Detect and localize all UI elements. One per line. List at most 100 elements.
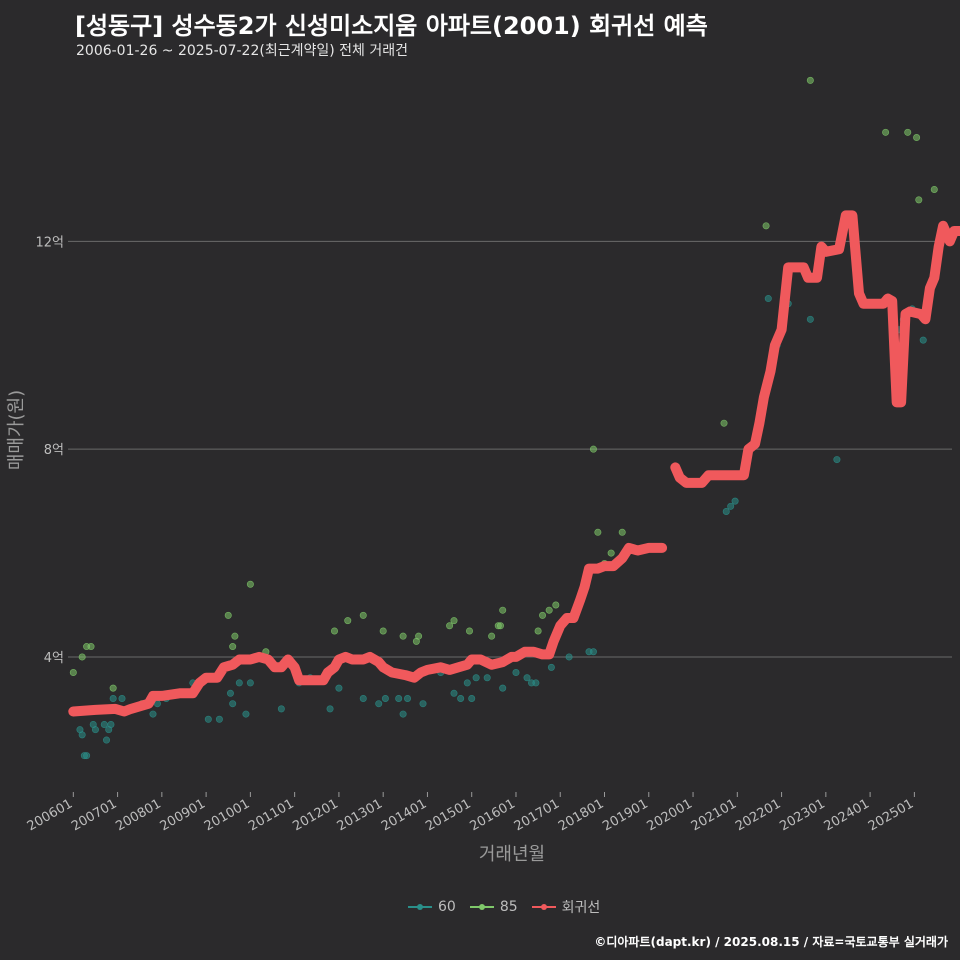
point-60 <box>83 752 91 760</box>
point-85 <box>496 622 504 630</box>
point-60 <box>512 669 520 677</box>
point-60 <box>419 700 427 708</box>
point-85 <box>904 128 912 136</box>
point-60 <box>204 715 212 723</box>
point-60 <box>722 508 730 516</box>
point-60 <box>395 695 403 703</box>
y-axis-label: 매매가(원) <box>6 390 27 470</box>
point-60 <box>359 695 367 703</box>
y-tick-label: 12억 <box>35 235 64 250</box>
legend-item-regression: 회귀선 <box>531 897 600 917</box>
y-axis-ticks: 4억 8억 12억 <box>35 235 64 666</box>
point-85 <box>246 580 254 588</box>
x-tick-label: 201301 <box>335 796 385 834</box>
point-60 <box>499 684 507 692</box>
x-tick-label: 201401 <box>379 796 429 834</box>
point-60 <box>731 497 739 505</box>
point-85 <box>87 643 95 651</box>
point-85 <box>344 617 352 625</box>
point-85 <box>762 222 770 230</box>
point-60 <box>463 679 471 687</box>
point-60 <box>215 715 223 723</box>
point-85 <box>930 185 938 193</box>
point-85 <box>69 669 77 677</box>
point-60 <box>532 679 540 687</box>
x-tick-label: 201901 <box>600 796 650 834</box>
point-60 <box>399 710 407 718</box>
point-60 <box>107 720 115 728</box>
legend-item-85: 85 <box>469 899 518 915</box>
point-60 <box>404 695 412 703</box>
point-85 <box>720 419 728 427</box>
x-tick-label: 201601 <box>467 796 517 834</box>
x-axis-ticks: 2006012007012008012009012010012011012012… <box>25 792 916 834</box>
point-60 <box>764 295 772 303</box>
grid-lines <box>68 240 952 658</box>
point-85 <box>399 632 407 640</box>
point-60 <box>919 336 927 344</box>
point-85 <box>78 653 86 661</box>
point-60 <box>91 726 99 734</box>
legend-label-85: 85 <box>499 899 518 915</box>
point-85 <box>231 632 239 640</box>
point-60 <box>375 700 383 708</box>
x-axis-label: 거래년월 <box>479 844 545 865</box>
point-85 <box>415 632 423 640</box>
x-tick-label: 201001 <box>202 796 252 834</box>
point-60 <box>235 679 243 687</box>
point-85 <box>552 601 560 609</box>
point-60 <box>242 710 250 718</box>
x-tick-label: 200601 <box>25 796 75 834</box>
legend-label-60: 60 <box>438 899 456 915</box>
legend-key-85-icon <box>469 900 494 914</box>
point-60 <box>483 674 491 682</box>
point-60 <box>589 648 597 656</box>
y-tick-label: 8억 <box>44 443 64 458</box>
x-tick-label: 201501 <box>423 796 473 834</box>
x-tick-label: 200901 <box>158 796 208 834</box>
x-tick-label: 202501 <box>866 796 916 834</box>
point-60 <box>450 689 458 697</box>
point-85 <box>109 684 117 692</box>
point-85 <box>806 76 814 84</box>
legend-key-regression-icon <box>531 900 556 914</box>
point-85 <box>539 611 547 619</box>
point-60 <box>472 674 480 682</box>
point-60 <box>335 684 343 692</box>
x-tick-label: 201201 <box>290 796 340 834</box>
point-60 <box>109 695 117 703</box>
point-60 <box>118 695 126 703</box>
point-85 <box>545 606 553 614</box>
point-60 <box>468 695 476 703</box>
point-85 <box>534 627 542 635</box>
point-85 <box>330 627 338 635</box>
point-85 <box>224 611 232 619</box>
x-tick-label: 202401 <box>822 796 872 834</box>
point-60 <box>246 679 254 687</box>
point-85 <box>488 632 496 640</box>
x-tick-label: 202001 <box>645 796 695 834</box>
point-85 <box>229 643 237 651</box>
point-85 <box>499 606 507 614</box>
legend-key-60-icon <box>408 900 432 914</box>
point-60 <box>103 736 111 744</box>
point-85 <box>379 627 387 635</box>
point-60 <box>565 653 573 661</box>
regression-line-0 <box>68 542 668 717</box>
point-60 <box>806 315 814 323</box>
point-60 <box>149 710 157 718</box>
point-60 <box>100 720 108 728</box>
point-85 <box>913 134 921 142</box>
regression-lines <box>68 210 960 717</box>
x-tick-label: 201101 <box>246 796 296 834</box>
point-85 <box>915 196 923 204</box>
point-60 <box>547 663 555 671</box>
point-60 <box>78 731 86 739</box>
point-60 <box>457 695 465 703</box>
point-85 <box>446 622 454 630</box>
x-tick-label: 200701 <box>69 796 119 834</box>
point-60 <box>229 700 237 708</box>
x-tick-label: 201701 <box>512 796 562 834</box>
point-85 <box>882 128 890 136</box>
